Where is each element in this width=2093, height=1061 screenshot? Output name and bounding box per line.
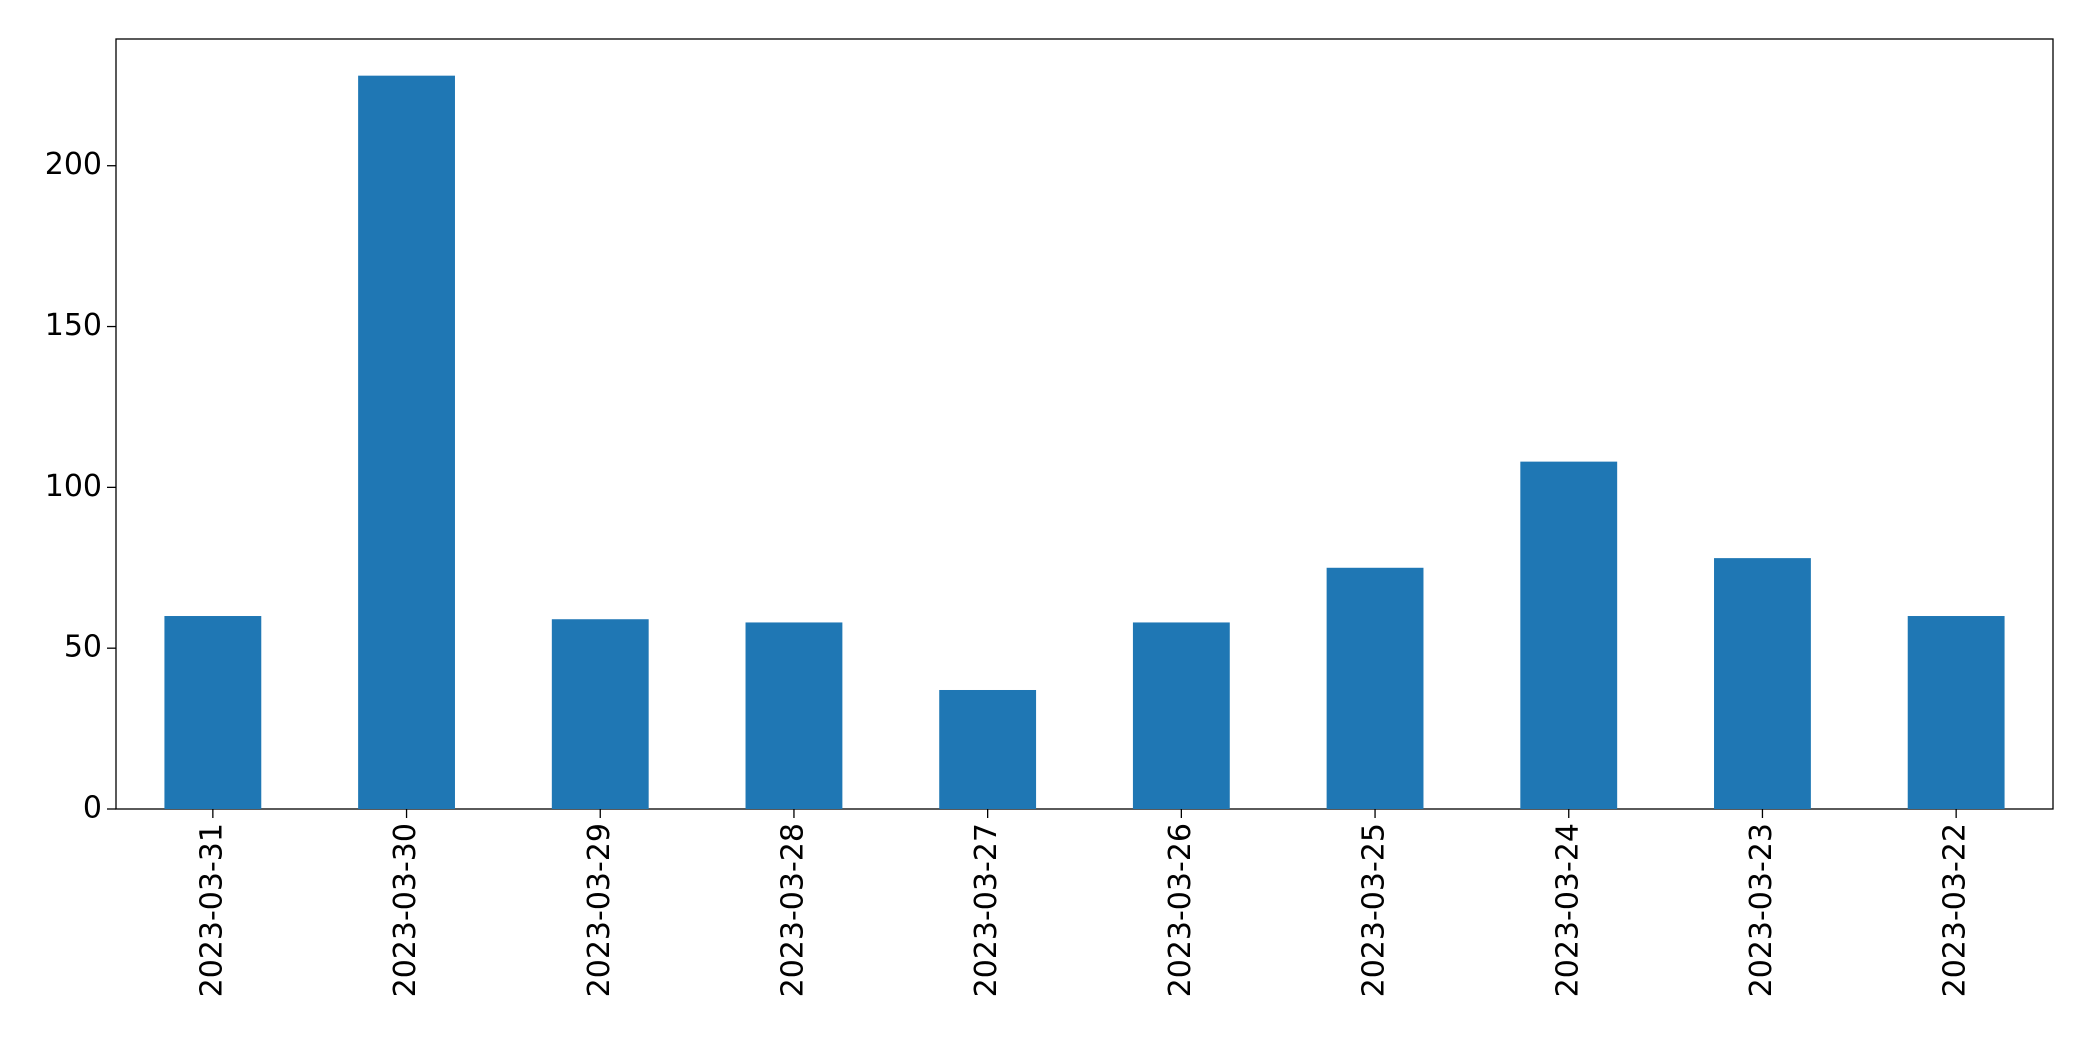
x-tick-label: 2023-03-22 [1938,823,1973,997]
x-tick-label: 2023-03-31 [194,823,229,997]
y-tick-label: 0 [83,791,102,826]
bar [358,75,455,809]
y-tick-label: 100 [45,469,102,504]
bar [1520,461,1618,809]
bar [1907,616,2005,809]
x-tick-label: 2023-03-29 [582,823,617,997]
x-tick-label: 2023-03-30 [388,823,423,997]
x-tick-label: 2023-03-27 [969,823,1004,997]
x-tick-label: 2023-03-25 [1357,823,1392,997]
bar [1714,558,1811,809]
y-tick-label: 200 [45,147,102,182]
bar [939,689,1037,809]
bar [551,619,649,809]
x-tick-label: 2023-03-24 [1550,823,1585,997]
plot-frame [115,38,2054,810]
y-tick-label: 150 [45,308,102,343]
bar [164,616,262,809]
x-tick-label: 2023-03-26 [1163,823,1198,997]
x-tick-label: 2023-03-23 [1744,823,1779,997]
x-tick-label: 2023-03-28 [775,823,810,997]
bar [745,622,843,809]
y-tick-label: 50 [64,630,102,665]
bar [1132,622,1230,809]
bar [1326,567,1424,809]
